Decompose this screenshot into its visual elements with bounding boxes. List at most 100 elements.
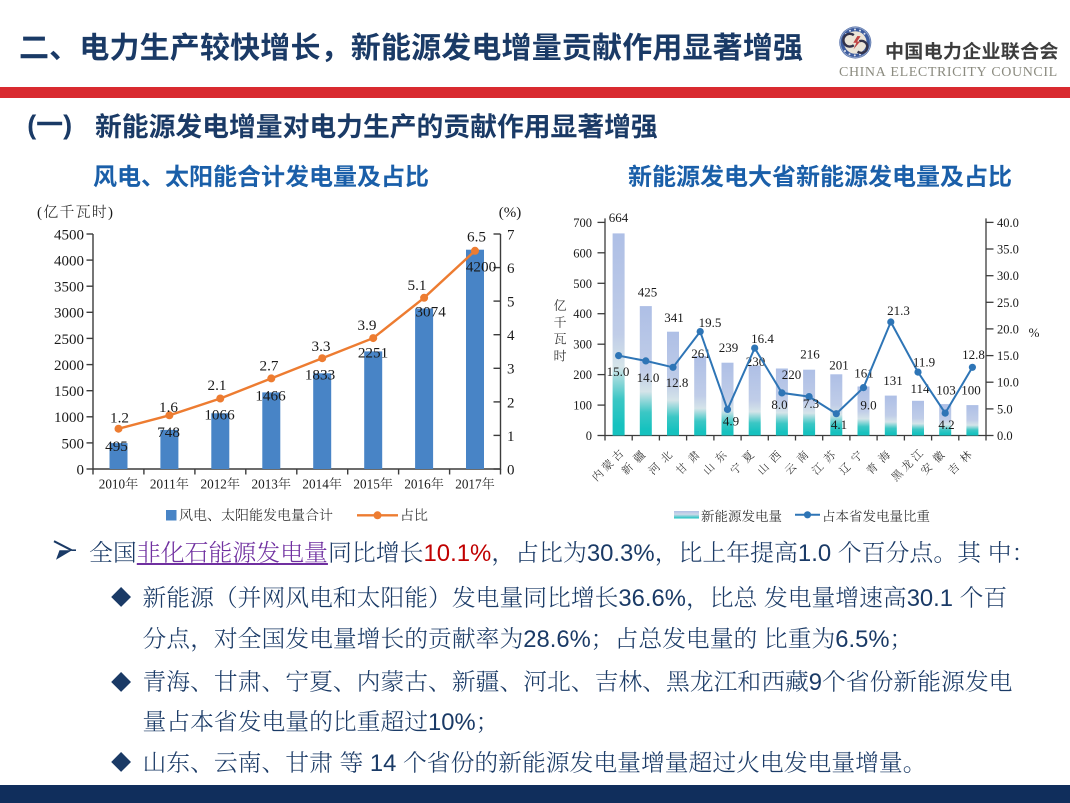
svg-text:3.3: 3.3 (312, 338, 331, 355)
svg-text:时: 时 (553, 348, 566, 363)
svg-text:5.0: 5.0 (997, 402, 1013, 416)
svg-text:6.5: 6.5 (467, 229, 486, 246)
svg-text:1: 1 (507, 429, 515, 445)
svg-text:2015年: 2015年 (353, 477, 393, 492)
svg-text:河北: 河北 (646, 444, 679, 477)
svg-text:山西: 山西 (756, 445, 789, 478)
svg-text:0: 0 (586, 429, 592, 443)
svg-text:1.2: 1.2 (110, 409, 129, 426)
svg-text:25.0: 25.0 (997, 296, 1019, 310)
svg-text:%: % (1029, 325, 1040, 340)
svg-text:2000: 2000 (54, 358, 84, 374)
svg-text:100: 100 (573, 399, 592, 413)
svg-text:131: 131 (883, 373, 903, 388)
svg-text:3: 3 (507, 362, 515, 378)
svg-text:30.0: 30.0 (997, 269, 1019, 283)
svg-text:4.1: 4.1 (831, 417, 847, 432)
svg-text:748: 748 (157, 424, 180, 441)
svg-text:4.9: 4.9 (723, 414, 739, 429)
svg-text:495: 495 (105, 438, 128, 455)
svg-text:千: 千 (553, 315, 566, 330)
svg-text:2016年: 2016年 (404, 477, 444, 492)
svg-text:甘肃: 甘肃 (673, 444, 706, 477)
svg-text:700: 700 (573, 216, 592, 230)
svg-text:新能源发电量: 新能源发电量 (701, 509, 782, 524)
svg-text:1000: 1000 (54, 410, 84, 426)
svg-text:15.0: 15.0 (997, 349, 1019, 363)
svg-text:1.6: 1.6 (159, 399, 178, 416)
svg-text:1066: 1066 (204, 407, 235, 424)
svg-text:1466: 1466 (255, 388, 286, 405)
svg-text:600: 600 (573, 246, 592, 260)
svg-text:2251: 2251 (358, 344, 388, 361)
svg-text:(%): (%) (499, 205, 522, 221)
svg-text:40.0: 40.0 (997, 216, 1019, 230)
svg-text:亿: 亿 (553, 298, 566, 313)
svg-text:201: 201 (829, 358, 849, 373)
svg-text:0: 0 (507, 462, 515, 478)
svg-text:风电、太阳能发电量合计: 风电、太阳能发电量合计 (179, 508, 333, 524)
svg-text:4500: 4500 (54, 227, 84, 243)
svg-text:500: 500 (62, 436, 85, 452)
svg-text:宁夏: 宁夏 (728, 444, 761, 477)
svg-text:200: 200 (573, 368, 592, 382)
svg-text:400: 400 (573, 307, 592, 321)
svg-text:2013年: 2013年 (252, 477, 292, 492)
svg-text:300: 300 (573, 338, 592, 352)
svg-text:0: 0 (77, 462, 85, 478)
svg-text:1500: 1500 (54, 384, 84, 400)
svg-text:1833: 1833 (305, 367, 335, 384)
svg-text:4: 4 (507, 328, 515, 344)
svg-text:瓦: 瓦 (553, 332, 566, 347)
svg-text:11.9: 11.9 (913, 355, 935, 370)
svg-text:云南: 云南 (782, 444, 815, 477)
svg-text:占比: 占比 (400, 508, 428, 524)
svg-text:114: 114 (910, 381, 930, 396)
svg-text:3500: 3500 (54, 280, 84, 296)
svg-text:山东: 山东 (701, 444, 734, 477)
svg-text:220: 220 (782, 367, 802, 382)
svg-text:12.8: 12.8 (666, 375, 689, 390)
svg-text:2017年: 2017年 (455, 477, 495, 492)
svg-text:7.3: 7.3 (803, 396, 819, 411)
svg-text:425: 425 (638, 285, 658, 300)
svg-text:500: 500 (573, 277, 592, 291)
svg-text:10.0: 10.0 (997, 376, 1019, 390)
svg-text:2.7: 2.7 (260, 358, 279, 375)
svg-text:2011年: 2011年 (150, 477, 189, 492)
svg-text:100: 100 (961, 383, 981, 398)
svg-text:20.0: 20.0 (997, 322, 1019, 336)
svg-text:14.0: 14.0 (637, 370, 660, 385)
svg-text:2012年: 2012年 (201, 477, 241, 492)
svg-text:2010年: 2010年 (99, 477, 139, 492)
svg-text:2.1: 2.1 (208, 377, 227, 394)
svg-text:占本省发电量比重: 占本省发电量比重 (822, 509, 930, 524)
svg-text:吉林: 吉林 (945, 444, 978, 477)
svg-text:5.1: 5.1 (408, 277, 427, 294)
svg-text:4200: 4200 (466, 259, 497, 276)
svg-text:19.5: 19.5 (699, 315, 722, 330)
svg-text:3074: 3074 (415, 303, 446, 320)
svg-text:8.0: 8.0 (771, 397, 787, 412)
svg-text:辽宁: 辽宁 (837, 444, 870, 477)
svg-text:3000: 3000 (54, 306, 84, 322)
svg-text:341: 341 (664, 310, 684, 325)
svg-text:21.3: 21.3 (887, 303, 910, 318)
svg-text:3.9: 3.9 (358, 317, 377, 334)
svg-text:35.0: 35.0 (997, 243, 1019, 257)
svg-text:4000: 4000 (54, 254, 84, 270)
svg-text:0.0: 0.0 (997, 429, 1013, 443)
svg-text:4.2: 4.2 (938, 417, 954, 432)
svg-text:2500: 2500 (54, 332, 84, 348)
svg-text:216: 216 (800, 347, 820, 362)
svg-text:664: 664 (609, 210, 629, 225)
svg-text:2014年: 2014年 (302, 477, 342, 492)
svg-text:16.4: 16.4 (751, 331, 774, 346)
svg-text:15.0: 15.0 (607, 364, 630, 379)
svg-text:7: 7 (507, 227, 515, 243)
svg-text:12.8: 12.8 (962, 347, 985, 362)
svg-text:239: 239 (719, 340, 739, 355)
svg-text:江苏: 江苏 (809, 444, 842, 477)
svg-text:5: 5 (507, 295, 515, 311)
svg-text:2: 2 (507, 395, 515, 411)
